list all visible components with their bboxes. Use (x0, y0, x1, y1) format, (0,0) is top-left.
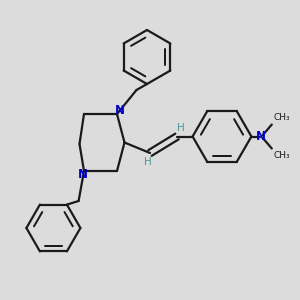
Text: N: N (77, 168, 88, 181)
Text: N: N (115, 104, 125, 117)
Text: CH₃: CH₃ (273, 113, 290, 122)
Text: N: N (256, 130, 266, 143)
Text: CH₃: CH₃ (273, 151, 290, 160)
Text: H: H (144, 157, 152, 167)
Text: H: H (177, 123, 184, 133)
